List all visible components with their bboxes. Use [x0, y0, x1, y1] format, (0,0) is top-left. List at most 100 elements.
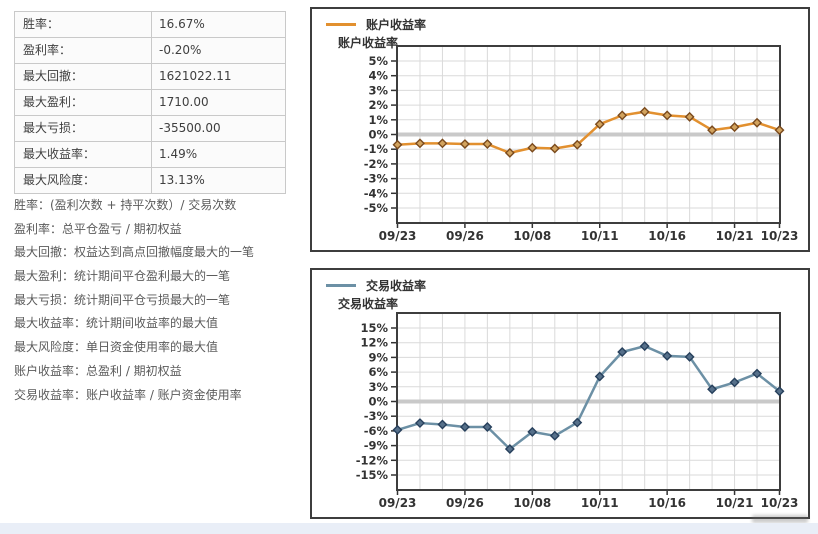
table-row: 盈利率： -0.20%: [15, 38, 285, 64]
y-tick-label: -12%: [356, 453, 389, 467]
data-point: [752, 368, 763, 379]
table-row: 胜率： 16.67%: [15, 12, 285, 38]
data-point: [707, 384, 718, 395]
legend-line-swatch: [326, 284, 356, 287]
definition-line: 交易收益率：账户收益率 / 账户资金使用率: [14, 387, 242, 402]
y-tick-label: 0%: [368, 395, 388, 409]
data-point: [437, 138, 448, 149]
data-point: [504, 147, 515, 158]
x-tick-label: 10/21: [716, 496, 754, 510]
legend-line-swatch: [326, 23, 356, 26]
x-tick-label: 10/23: [761, 229, 799, 243]
y-tick-label: -1%: [364, 142, 389, 156]
x-tick-label: 10/11: [581, 496, 619, 510]
x-tick-label: 09/23: [379, 496, 417, 510]
data-point: [594, 119, 605, 130]
table-row: 最大亏损： -35500.00: [15, 116, 285, 142]
y-tick-label: 1%: [368, 113, 388, 127]
y-tick-label: 3%: [368, 380, 388, 394]
y-tick-label: -15%: [356, 468, 389, 482]
data-point: [392, 139, 403, 150]
definition-line: 最大风险度：单日资金使用率的最大值: [14, 340, 219, 355]
y-tick-label: -9%: [364, 439, 389, 453]
trade-return-panel: -15% -12% -9% -6% -3% 0% 3% 6% 9% 12% 15% 09/23 09/2…: [310, 268, 810, 519]
data-point: [414, 418, 425, 429]
data-point: [774, 386, 785, 397]
data-point: [662, 350, 673, 361]
data-point: [662, 110, 673, 121]
data-point: [414, 138, 425, 149]
y-tick-label: 2%: [368, 98, 388, 112]
table-row: 最大回撤： 1621022.11: [15, 64, 285, 90]
stats-table: 胜率： 16.67% 盈利率： -0.20% 最大回撤： 1621022.11 …: [14, 11, 286, 194]
stat-value: -0.20%: [159, 43, 202, 57]
stat-label: 最大回撤：: [15, 64, 152, 89]
x-tick-label: 10/23: [761, 496, 799, 510]
stat-label: 胜率：: [15, 12, 152, 37]
definition-line: 账户收益率：总盈利 / 期初权益: [14, 363, 182, 378]
stat-label: 最大亏损：: [15, 116, 152, 141]
series-line: [397, 344, 781, 451]
data-point: [639, 106, 650, 117]
data-point: [752, 117, 763, 128]
x-tick-label: 09/26: [446, 496, 484, 510]
y-axis-title: 交易收益率: [338, 297, 399, 311]
y-tick-label: -2%: [364, 157, 389, 171]
data-point: [459, 139, 470, 150]
account-return-legend: 账户收益率: [326, 16, 426, 33]
y-tick-label: -3%: [364, 172, 389, 186]
x-tick-label: 10/08: [513, 496, 551, 510]
x-tick-label: 10/16: [648, 229, 686, 243]
y-tick-label: 0%: [368, 128, 388, 142]
y-tick-label: 4%: [368, 69, 388, 83]
data-point: [437, 419, 448, 430]
y-axis-title: 账户收益率: [338, 36, 399, 50]
data-point: [639, 341, 650, 352]
stat-value: -35500.00: [159, 121, 221, 135]
data-point: [392, 424, 403, 435]
data-point: [482, 421, 493, 432]
definition-line: 胜率：(盈利次数 + 持平次数）/ 交易次数: [14, 198, 237, 212]
y-tick-label: 5%: [368, 54, 388, 68]
stat-value: 16.67%: [159, 17, 205, 31]
data-point: [684, 351, 695, 362]
stat-value: 1.49%: [159, 147, 198, 161]
definition-line: 最大亏损：统计期间平仓亏损最大的一笔: [14, 292, 231, 307]
y-tick-label: -4%: [364, 186, 389, 200]
definition-line: 最大收益率：统计期间收益率的最大值: [14, 316, 219, 331]
data-point: [684, 111, 695, 122]
x-tick-label: 10/08: [513, 229, 551, 243]
y-tick-label: 9%: [368, 350, 388, 364]
metric-definitions: 胜率：(盈利次数 + 持平次数）/ 交易次数 盈利率：总平仓盈亏 / 期初权益 …: [14, 198, 314, 411]
stat-label: 最大盈利：: [15, 90, 152, 115]
y-tick-label: 12%: [360, 336, 388, 350]
data-point: [594, 371, 605, 382]
table-row: 最大盈利： 1710.00: [15, 90, 285, 116]
stat-value: 1621022.11: [159, 69, 232, 83]
x-tick-label: 10/11: [581, 229, 619, 243]
data-point: [617, 110, 628, 121]
data-point: [504, 444, 515, 455]
account-return-plot: -5%-4%-3%-2%-1%0%1%2%3%4%5% 09/23 09/26 10/…: [364, 45, 799, 243]
definition-line: 最大回撤：权益达到高点回撤幅度最大的一笔: [14, 245, 255, 260]
data-point: [527, 426, 538, 437]
y-tick-label: -5%: [364, 201, 389, 215]
legend-label: 账户收益率: [366, 18, 427, 32]
data-point: [617, 347, 628, 357]
legend-label: 交易收益率: [366, 279, 427, 293]
watermark: [752, 515, 808, 523]
y-tick-label: -3%: [364, 409, 389, 423]
account-return-panel: -5% -4% -3% -2% -1% 0% 1% 2% 3% 4% 5% 09/23 09/26 10/…: [310, 7, 810, 252]
y-tick-label: 6%: [368, 365, 388, 379]
stat-value: 13.13%: [159, 173, 205, 187]
data-point: [707, 125, 718, 136]
data-point: [482, 139, 493, 150]
data-point: [527, 142, 538, 153]
series-line: [397, 110, 780, 155]
table-row: 最大风险度： 13.13%: [15, 168, 285, 194]
table-row: 最大收益率： 1.49%: [15, 142, 285, 168]
y-tick-label: 3%: [368, 83, 388, 97]
stat-label: 盈利率：: [15, 38, 152, 63]
x-tick-label: 09/23: [379, 229, 417, 243]
